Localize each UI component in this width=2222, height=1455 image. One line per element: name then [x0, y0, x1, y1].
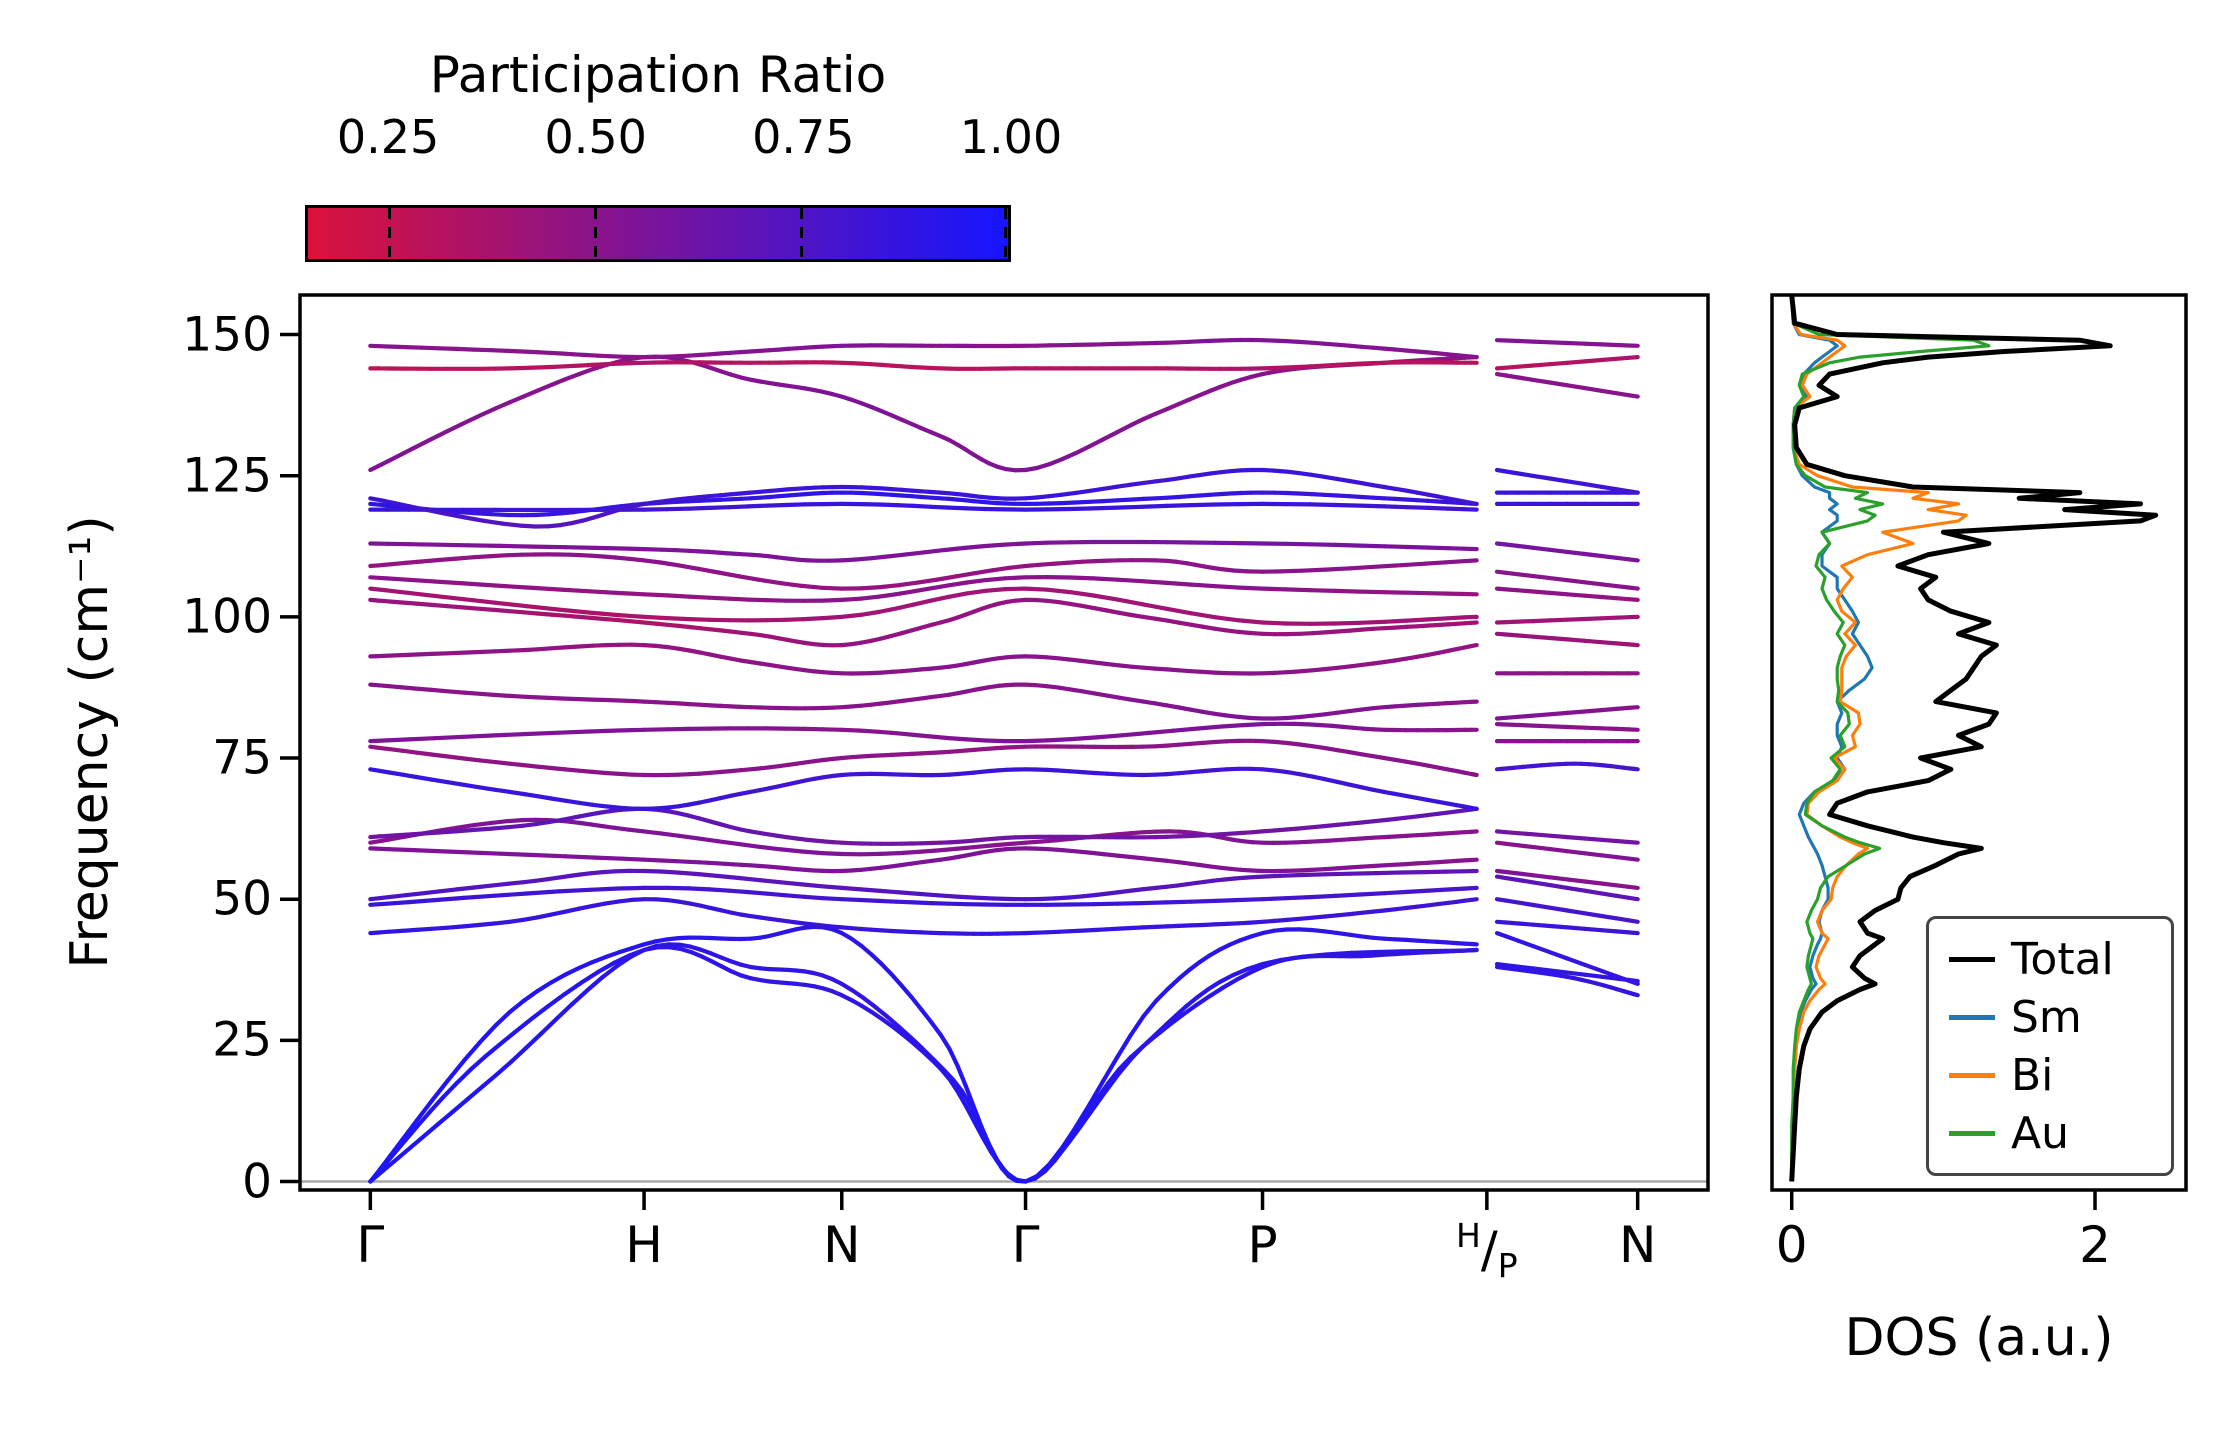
x-tick-label: Γ	[356, 1216, 385, 1274]
y-tick-label: 150	[182, 307, 272, 363]
colorbar-tick-label: 0.75	[752, 110, 855, 164]
y-tick-label: 125	[182, 448, 272, 504]
legend-item-total: Total	[1949, 933, 2151, 985]
legend-label-sm: Sm	[2011, 991, 2082, 1043]
legend-swatch-sm	[1949, 1014, 1995, 1020]
dos-x-tick-label: 2	[2079, 1216, 2111, 1274]
legend-item-bi: Bi	[1949, 1049, 2151, 1101]
legend-item-au: Au	[1949, 1107, 2151, 1159]
colorbar-tick-mark	[1004, 208, 1007, 259]
y-tick-label: 50	[212, 871, 272, 927]
dos-axes-frame	[1770, 293, 2188, 1192]
legend-label-au: Au	[2011, 1107, 2069, 1159]
x-tick-label: Γ	[1011, 1216, 1040, 1274]
x-tick-label: N	[823, 1216, 861, 1274]
dos-axis-label: DOS (a.u.)	[1844, 1308, 2114, 1368]
x-tick-label: H	[625, 1216, 663, 1274]
hp-sub: P	[1497, 1246, 1518, 1285]
colorbar-gradient	[305, 205, 1011, 262]
legend-label-total: Total	[2011, 933, 2114, 985]
legend-swatch-bi	[1949, 1072, 1995, 1078]
legend-swatch-au	[1949, 1130, 1995, 1136]
colorbar-tick-label: 0.25	[336, 110, 440, 164]
x-tick-label: P	[1247, 1216, 1278, 1274]
colorbar-tick-label: 0.50	[544, 110, 647, 164]
dos-x-tick-label: 0	[1775, 1216, 1808, 1274]
colorbar-tick-label: 1.00	[959, 110, 1063, 164]
dos-curve-total	[1789, 295, 2159, 1182]
colorbar-title: Participation Ratio	[429, 46, 887, 104]
hp-slash: /	[1480, 1221, 1498, 1279]
dos-curve-au	[1790, 295, 1991, 1182]
colorbar-tick-mark	[388, 208, 392, 259]
y-tick-label: 100	[182, 589, 272, 645]
hp-sup: H	[1456, 1216, 1481, 1255]
dos-legend: Total Sm Bi Au	[1926, 916, 2174, 1176]
frequency-axis-label: Frequency (cm⁻¹)	[60, 515, 120, 969]
legend-label-bi: Bi	[2011, 1049, 2054, 1101]
legend-swatch-total	[1949, 956, 1995, 962]
y-tick-label: 25	[212, 1012, 272, 1068]
y-tick-label: 75	[212, 730, 272, 786]
legend-item-sm: Sm	[1949, 991, 2151, 1043]
band-lines	[368, 337, 1640, 1184]
dos-curves	[1789, 295, 2159, 1182]
colorbar-tick-mark	[594, 208, 598, 259]
colorbar-tick-mark	[800, 208, 804, 259]
y-tick-label: 0	[242, 1154, 272, 1210]
tick-marks	[280, 332, 2097, 1210]
x-tick-label: N	[1618, 1216, 1657, 1274]
band-axes-frame	[298, 293, 1710, 1192]
x-tick-label: H/P	[1456, 1216, 1518, 1285]
